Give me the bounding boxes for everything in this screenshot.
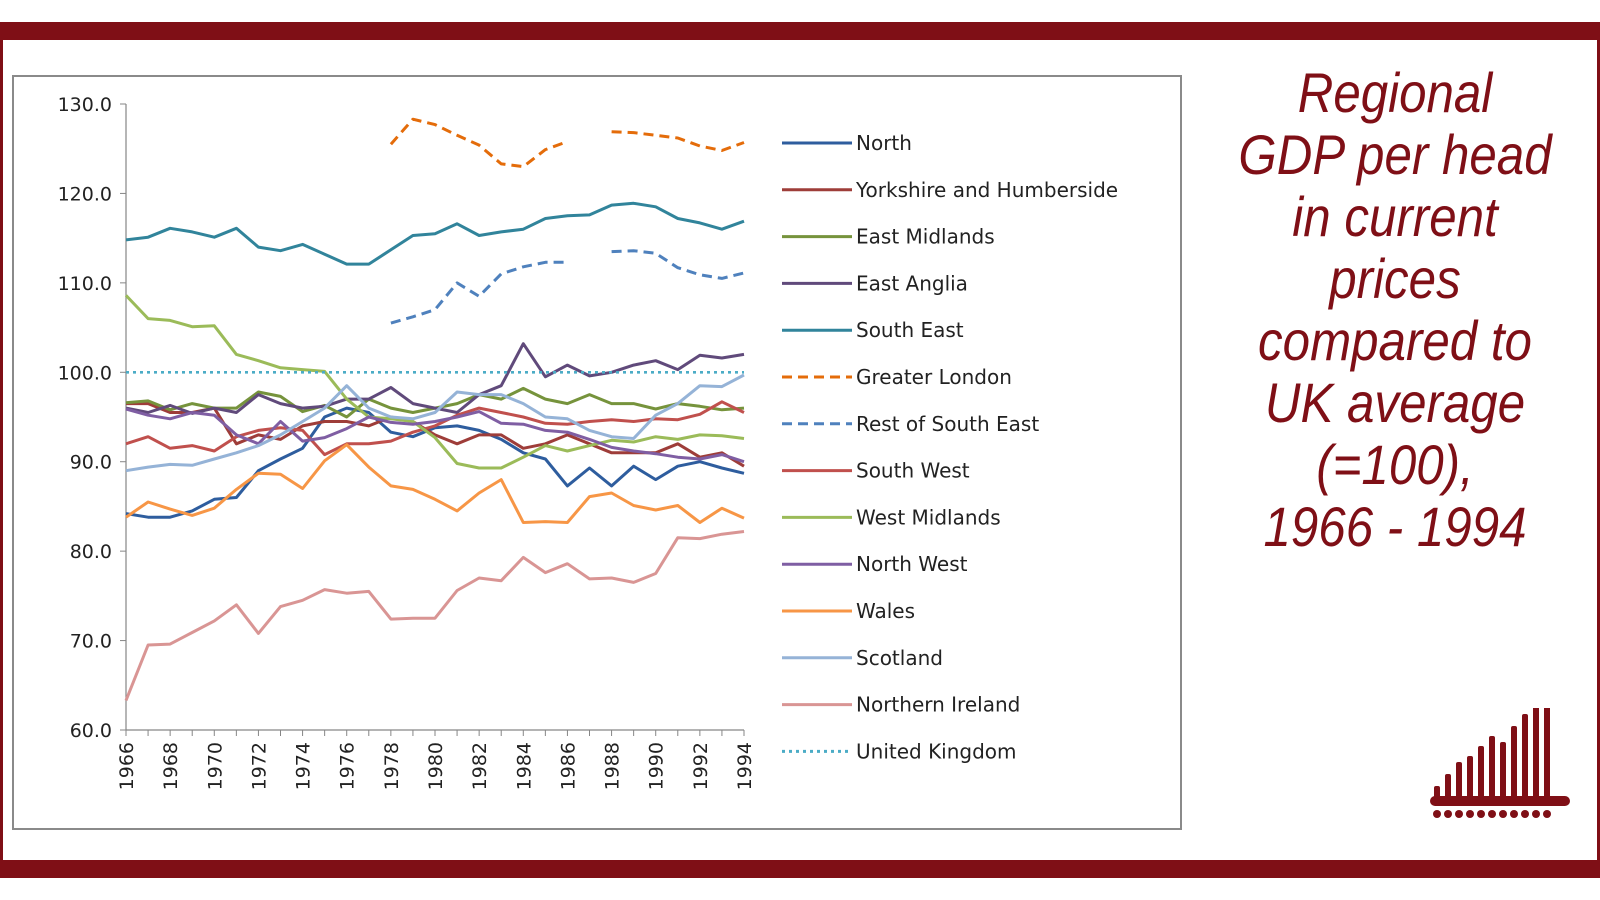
x-tick-label: 1988 <box>602 742 624 790</box>
y-tick-label: 90.0 <box>70 452 112 474</box>
legend-label: Wales <box>856 599 915 623</box>
legend-label: Yorkshire and Humberside <box>855 178 1118 202</box>
legend-label: United Kingdom <box>856 739 1017 763</box>
title-line-4: prices <box>1329 247 1461 310</box>
x-tick-label: 1976 <box>337 742 359 790</box>
chart-panel: 130.0 120.0 110.0 100.0 90.0 80.0 70.0 60.0 1966… <box>12 75 1182 830</box>
logo-bar <box>1511 726 1517 806</box>
logo-dot <box>1499 810 1507 818</box>
x-tick-label: 1966 <box>116 742 138 790</box>
logo-bar <box>1533 708 1539 806</box>
legend-label: West Midlands <box>856 505 1001 529</box>
title-line-5: compared to <box>1258 309 1532 372</box>
x-tick-label: 1994 <box>734 742 756 790</box>
logo-bar <box>1489 736 1495 806</box>
y-tick-label: 100.0 <box>58 362 112 384</box>
legend-label: East Midlands <box>856 225 995 249</box>
logo-dot <box>1444 810 1452 818</box>
logo-dot <box>1532 810 1540 818</box>
x-tick-label: 1982 <box>469 742 491 790</box>
logo-bar <box>1467 756 1473 806</box>
logo-bar <box>1544 708 1550 806</box>
series-line-east-anglia <box>125 342 745 415</box>
title-line-3: in current <box>1292 185 1498 248</box>
legend-label: Rest of South East <box>856 412 1039 436</box>
legend-label: North West <box>856 552 968 576</box>
series-line-north-west <box>125 407 745 464</box>
logo-bar <box>1522 714 1528 806</box>
series-line-rest-of-south-east <box>390 249 745 325</box>
y-tick-label: 60.0 <box>70 720 112 742</box>
logo-dot <box>1521 810 1529 818</box>
bar-logo-icon <box>1430 708 1570 818</box>
y-tick-label: 80.0 <box>70 541 112 563</box>
logo-bar <box>1500 742 1506 806</box>
series-line-north <box>125 406 745 519</box>
x-tick-label: 1968 <box>160 742 182 790</box>
logo-dot <box>1466 810 1474 818</box>
x-tick-label: 1972 <box>248 742 270 790</box>
x-tick-label: 1974 <box>293 742 315 790</box>
left-frame-edge <box>0 40 3 860</box>
legend-label: South East <box>856 318 964 342</box>
legend-label: Greater London <box>856 365 1012 389</box>
legend-label: South West <box>856 459 970 483</box>
logo-dot <box>1543 810 1551 818</box>
title-line-2: GDP per head <box>1238 123 1552 186</box>
title-line-7: (=100), <box>1316 433 1474 496</box>
title-line-6: UK average <box>1264 371 1526 434</box>
y-tick-label: 110.0 <box>58 273 112 295</box>
logo-dot <box>1455 810 1463 818</box>
logo-dot <box>1433 810 1441 818</box>
x-tick-label: 1970 <box>204 742 226 790</box>
series-line-greater-london <box>389 117 745 169</box>
y-tick-label: 120.0 <box>58 183 112 205</box>
series-line-scotland <box>125 373 745 473</box>
logo-dot <box>1477 810 1485 818</box>
title-line-1: Regional <box>1297 61 1493 124</box>
bottom-banner <box>0 860 1600 878</box>
line-chart: 130.0 120.0 110.0 100.0 90.0 80.0 70.0 60.01966… <box>58 94 1119 790</box>
legend-label: Scotland <box>856 646 943 670</box>
series-line-northern-ireland <box>124 530 745 702</box>
slide-title: Regional GDP per head in current prices … <box>1223 62 1566 558</box>
logo-base <box>1430 796 1570 806</box>
y-tick-label: 70.0 <box>70 631 112 653</box>
logo-dot <box>1488 810 1496 818</box>
x-tick-label: 1990 <box>646 742 668 790</box>
y-tick-label: 130.0 <box>58 94 112 116</box>
legend-label: Northern Ireland <box>856 693 1020 717</box>
title-line-8: 1966 - 1994 <box>1263 495 1527 558</box>
series-line-wales <box>125 443 745 524</box>
x-tick-label: 1992 <box>690 742 712 790</box>
series-line-west-midlands <box>124 294 745 470</box>
logo-bar <box>1456 762 1462 806</box>
right-frame-edge <box>1597 40 1600 860</box>
x-tick-label: 1980 <box>425 742 447 790</box>
x-tick-label: 1986 <box>557 742 579 790</box>
top-banner <box>0 22 1600 40</box>
series-line-south-east <box>125 201 745 266</box>
x-tick-label: 1984 <box>513 742 535 790</box>
logo-bar <box>1478 746 1484 806</box>
x-tick-label: 1978 <box>381 742 403 790</box>
legend-label: North <box>856 131 912 155</box>
legend-label: East Anglia <box>856 271 968 295</box>
series-line-south-west <box>125 400 745 457</box>
logo-dot <box>1510 810 1518 818</box>
